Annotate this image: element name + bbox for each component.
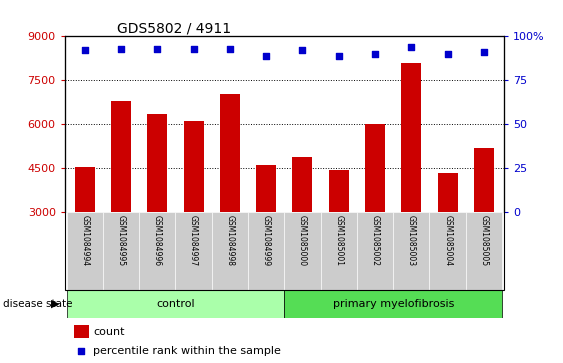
Bar xyxy=(75,167,95,212)
Text: GSM1085000: GSM1085000 xyxy=(298,215,307,266)
Bar xyxy=(320,212,357,290)
Text: GSM1084994: GSM1084994 xyxy=(80,215,89,266)
Text: GSM1084996: GSM1084996 xyxy=(153,215,162,266)
Bar xyxy=(293,156,312,212)
Text: GSM1084999: GSM1084999 xyxy=(262,215,271,266)
Bar xyxy=(401,63,421,212)
Bar xyxy=(357,212,393,290)
Bar xyxy=(474,148,494,212)
Point xyxy=(262,53,271,58)
Bar xyxy=(220,94,240,212)
Text: GSM1085002: GSM1085002 xyxy=(370,215,379,266)
Point xyxy=(298,48,307,53)
Text: GSM1084997: GSM1084997 xyxy=(189,215,198,266)
Point xyxy=(443,51,452,57)
Bar xyxy=(176,212,212,290)
Bar xyxy=(111,101,131,212)
Bar xyxy=(365,124,385,212)
Text: GSM1084995: GSM1084995 xyxy=(117,215,126,266)
Bar xyxy=(329,170,348,212)
Text: count: count xyxy=(93,327,125,337)
Text: primary myelofibrosis: primary myelofibrosis xyxy=(333,299,454,309)
Text: GSM1084998: GSM1084998 xyxy=(225,215,234,266)
Point xyxy=(80,48,89,53)
Text: GSM1085003: GSM1085003 xyxy=(407,215,416,266)
Text: GSM1085001: GSM1085001 xyxy=(334,215,343,266)
Point xyxy=(225,46,234,52)
Bar xyxy=(466,212,502,290)
Point xyxy=(334,53,343,58)
Bar xyxy=(184,121,204,212)
Bar xyxy=(66,212,103,290)
Bar xyxy=(284,290,502,318)
Point xyxy=(117,46,126,52)
Bar xyxy=(212,212,248,290)
Point xyxy=(370,51,379,57)
Point xyxy=(153,46,162,52)
Bar xyxy=(437,173,458,212)
Bar xyxy=(284,212,320,290)
Point xyxy=(189,46,198,52)
Text: disease state: disease state xyxy=(3,299,72,309)
Point xyxy=(77,348,86,354)
Point xyxy=(480,49,489,55)
Bar xyxy=(66,290,284,318)
Bar xyxy=(256,166,276,212)
Text: GSM1085005: GSM1085005 xyxy=(480,215,489,266)
Bar xyxy=(393,212,430,290)
Text: percentile rank within the sample: percentile rank within the sample xyxy=(93,346,281,356)
Bar xyxy=(139,212,176,290)
Point xyxy=(407,44,416,50)
Bar xyxy=(248,212,284,290)
Text: ▶: ▶ xyxy=(51,299,59,309)
Bar xyxy=(103,212,139,290)
Bar xyxy=(74,325,89,338)
Bar xyxy=(430,212,466,290)
Text: GSM1085004: GSM1085004 xyxy=(443,215,452,266)
Text: control: control xyxy=(156,299,195,309)
Bar xyxy=(148,114,167,212)
Text: GDS5802 / 4911: GDS5802 / 4911 xyxy=(118,21,231,35)
